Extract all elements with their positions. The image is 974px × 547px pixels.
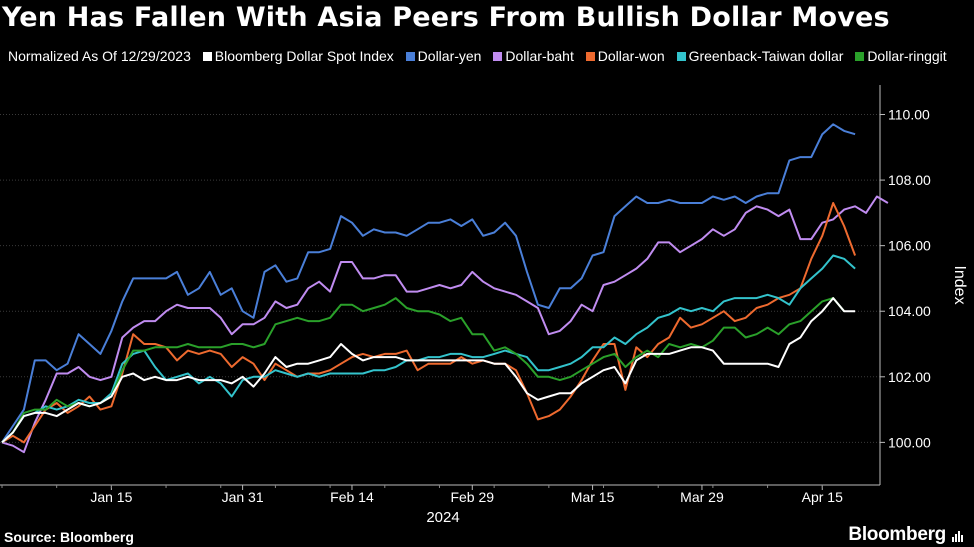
series-lines bbox=[1, 123, 889, 454]
legend-label: Dollar-baht bbox=[505, 48, 574, 64]
x-tick-label: Feb 14 bbox=[330, 489, 374, 505]
series-line-dollar-won bbox=[1, 202, 857, 444]
legend-swatch bbox=[493, 52, 503, 61]
legend-item-greenback-taiwan: Greenback-Taiwan dollar bbox=[676, 47, 844, 66]
legend-label: Greenback-Taiwan dollar bbox=[688, 48, 844, 64]
y-tick-label: 110.00 bbox=[888, 107, 930, 123]
y-tick-label: 100.00 bbox=[888, 434, 931, 450]
bloomberg-logo: Bloomberg bbox=[848, 524, 946, 545]
legend-label: Dollar-won bbox=[597, 48, 665, 64]
x-tick-label: Jan 31 bbox=[222, 489, 264, 505]
legend-swatch bbox=[405, 52, 415, 61]
series-line-bloomberg-dollar-spot-index bbox=[1, 297, 856, 444]
chart-title: Yen Has Fallen With Asia Peers From Bull… bbox=[2, 2, 890, 33]
legend-swatch bbox=[585, 52, 595, 61]
x-tick-label: Mar 15 bbox=[571, 489, 615, 505]
y-axis-title: Index bbox=[951, 265, 968, 304]
axes: 100.00 102.00 104.00 106.00 108.00 110.00 Inde… bbox=[0, 85, 968, 526]
legend-label: Dollar-yen bbox=[417, 48, 482, 64]
gridlines bbox=[0, 114, 880, 443]
x-tick-label: Apr 15 bbox=[802, 489, 843, 505]
y-tick-label: 102.00 bbox=[888, 369, 931, 385]
legend-item-dollar-won: Dollar-won bbox=[585, 47, 665, 66]
source-note: Source: Bloomberg bbox=[4, 529, 134, 545]
legend-swatch bbox=[676, 52, 686, 61]
legend-swatch bbox=[855, 52, 865, 61]
series-line-dollar-ringgit bbox=[1, 297, 845, 444]
legend-item-dollar-baht: Dollar-baht bbox=[493, 47, 574, 66]
legend: Normalized As Of 12/29/2023 Bloomberg Do… bbox=[8, 47, 958, 66]
x-axis-title: 2024 bbox=[426, 509, 459, 526]
bloomberg-logo-icon bbox=[952, 531, 963, 542]
y-tick-label: 106.00 bbox=[888, 238, 931, 254]
x-tick-label: Feb 29 bbox=[450, 489, 494, 505]
legend-item-dollar-yen: Dollar-yen bbox=[405, 47, 482, 66]
x-tick-label: Jan 15 bbox=[90, 489, 132, 505]
x-tick-label: Mar 29 bbox=[680, 489, 724, 505]
legend-label: Bloomberg Dollar Spot Index bbox=[214, 48, 394, 64]
legend-note: Normalized As Of 12/29/2023 bbox=[8, 48, 191, 64]
series-line-dollar-baht bbox=[1, 195, 889, 454]
legend-label: Dollar-ringgit bbox=[867, 48, 947, 64]
y-tick-label: 104.00 bbox=[888, 303, 931, 319]
legend-swatch bbox=[202, 52, 212, 61]
legend-item-dollar-ringgit: Dollar-ringgit bbox=[855, 47, 947, 66]
legend-item-dollar-spot: Bloomberg Dollar Spot Index bbox=[202, 47, 394, 66]
y-tick-label: 108.00 bbox=[888, 172, 931, 188]
series-line-dollar-yen bbox=[1, 123, 856, 443]
